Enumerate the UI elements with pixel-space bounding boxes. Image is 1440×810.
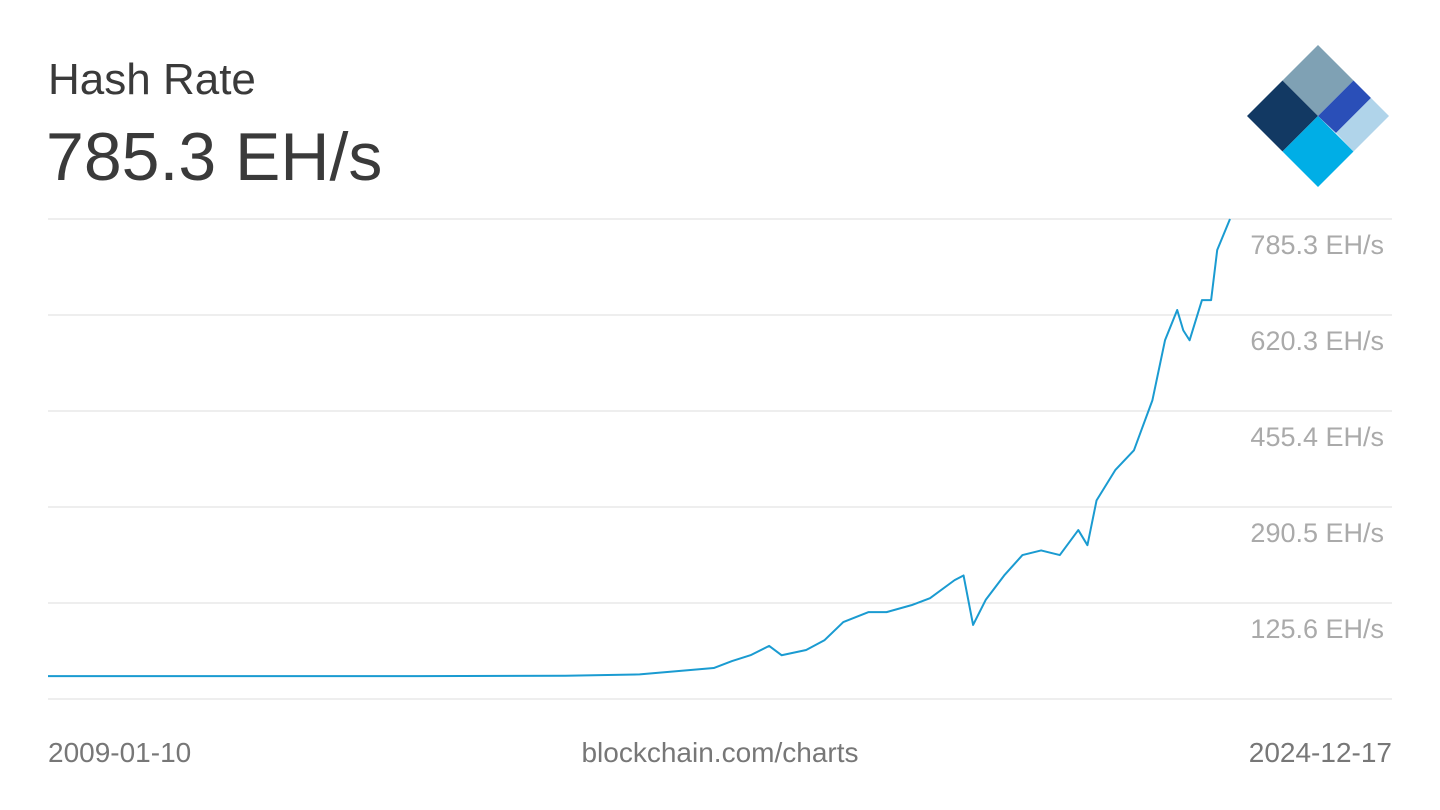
x-start-label: 2009-01-10 [48, 737, 191, 768]
chart-title: Hash Rate [48, 55, 256, 104]
y-tick-label: 785.3 EH/s [1250, 230, 1384, 260]
y-tick-label: 455.4 EH/s [1250, 422, 1384, 452]
y-tick-label: 125.6 EH/s [1250, 614, 1384, 644]
x-end-label: 2024-12-17 [1249, 737, 1392, 768]
y-tick-label: 290.5 EH/s [1250, 518, 1384, 548]
current-value: 785.3 EH/s [46, 119, 382, 195]
source: blockchain.com/charts [581, 737, 858, 768]
y-tick-label: 620.3 EH/s [1250, 326, 1384, 356]
data-line [48, 218, 1231, 678]
logo [1247, 45, 1389, 187]
